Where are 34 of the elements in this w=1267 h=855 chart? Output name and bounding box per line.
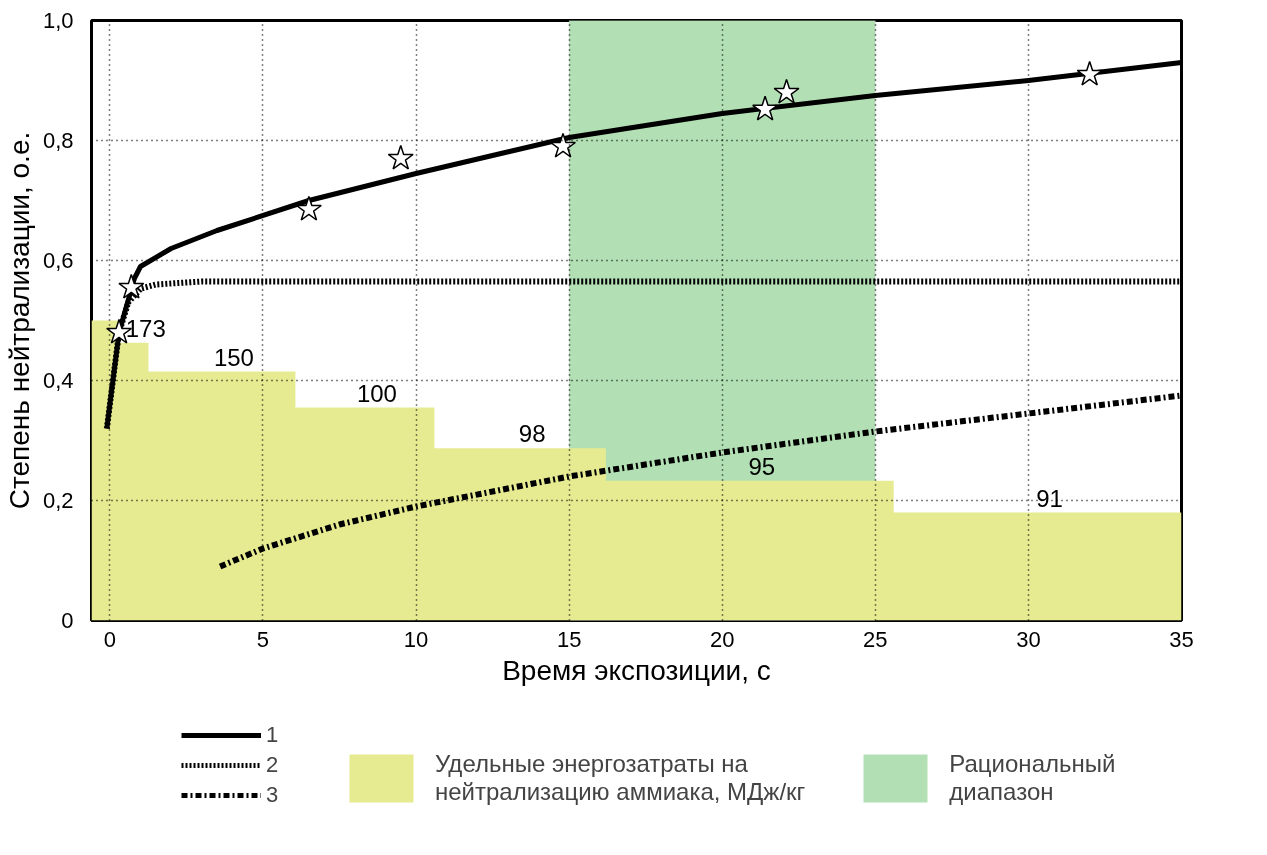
x-tick-label: 10: [403, 626, 429, 652]
x-tick-label: 35: [1169, 626, 1194, 652]
y-tick-label: 0,4: [42, 368, 74, 393]
legend-label: 1: [266, 722, 280, 748]
x-tick-label: 15: [556, 626, 582, 652]
annotation: 98: [518, 420, 546, 448]
y-tick-label: 0: [61, 608, 74, 633]
x-tick-label: 25: [863, 626, 888, 652]
y-tick-label: 1,0: [42, 8, 74, 33]
point: [773, 78, 800, 104]
point: [751, 95, 779, 121]
legend-label: 2: [266, 752, 280, 778]
x-tick-label: 30: [1016, 626, 1041, 652]
x-tick-label: 5: [256, 626, 270, 652]
y-axis-title: Степень нейтрализации, о.е.: [3, 131, 35, 510]
legend-label: Удельные энергозатраты на нейтрализацию аммиака, МДж/кг: [435, 750, 806, 806]
annotation: 173: [125, 314, 166, 342]
legend-label: Рациональный диапазон: [949, 750, 1116, 806]
point: [387, 144, 414, 170]
y-tick-label: 0,8: [42, 128, 74, 153]
point: [295, 195, 322, 221]
legend-label: 3: [266, 782, 280, 808]
x-tick-label: 0: [103, 626, 116, 652]
y-tick-label: 0,2: [42, 488, 74, 513]
annotation: 100: [356, 379, 397, 407]
annotation: 95: [748, 452, 776, 480]
annotation: 150: [213, 343, 254, 371]
x-axis-title: Время экспозиции, с: [502, 654, 771, 686]
point: [118, 273, 145, 299]
point: [1076, 60, 1103, 86]
point: [549, 132, 577, 158]
y-tick-label: 0,6: [42, 248, 74, 273]
x-tick-label: 20: [709, 626, 735, 652]
annotation: 91: [1036, 484, 1063, 512]
